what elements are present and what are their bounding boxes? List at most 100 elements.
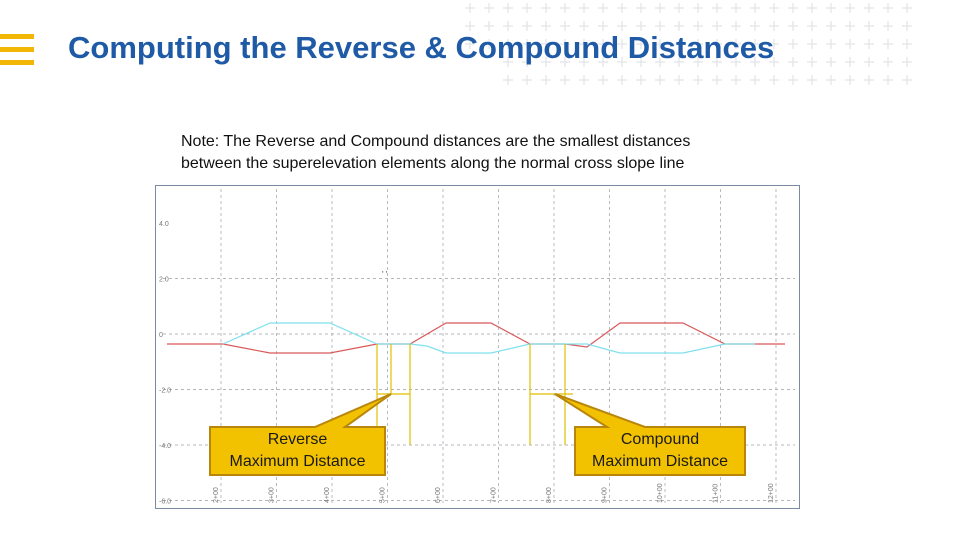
plus-mark [845, 57, 855, 67]
plus-mark [465, 39, 475, 49]
plus-mark [693, 75, 703, 85]
plus-mark [712, 75, 722, 85]
plus-mark [788, 39, 798, 49]
reverse-callout-label: Reverse Maximum Distance [210, 429, 385, 473]
plus-mark [902, 75, 912, 85]
plus-mark [579, 21, 589, 31]
plus-mark [465, 21, 475, 31]
plus-mark [560, 75, 570, 85]
plus-mark [826, 39, 836, 49]
plus-mark [522, 39, 532, 49]
plus-mark [883, 75, 893, 85]
plus-mark [807, 57, 817, 67]
plus-mark [617, 39, 627, 49]
plus-mark [617, 3, 627, 13]
plus-mark [655, 75, 665, 85]
plus-mark [503, 57, 513, 67]
plus-mark [883, 39, 893, 49]
plus-mark [864, 39, 874, 49]
plus-mark [807, 39, 817, 49]
menu-icon [0, 34, 34, 74]
plus-mark [598, 39, 608, 49]
plus-mark [674, 21, 684, 31]
plus-mark [465, 3, 475, 13]
plus-mark [712, 3, 722, 13]
x-tick-label: 11+00 [713, 484, 720, 503]
plus-mark [826, 21, 836, 31]
compound-callout-line-1: Compound [620, 431, 700, 448]
y-tick-label: -4.0 [159, 443, 171, 450]
plus-mark [826, 3, 836, 13]
plus-mark [826, 57, 836, 67]
x-tick-label: 3+00 [269, 487, 276, 503]
x-tick-label: 7+00 [491, 487, 498, 503]
plus-mark [674, 3, 684, 13]
plus-mark [788, 57, 798, 67]
plus-mark [712, 39, 722, 49]
plus-mark [579, 57, 589, 67]
note-text: Note: The Reverse and Compound distances… [181, 131, 821, 175]
plus-mark [560, 21, 570, 31]
x-tick-label: 5+00 [380, 487, 387, 503]
plus-mark [503, 21, 513, 31]
y-tick-label: 2.0 [159, 277, 169, 284]
plus-mark [655, 57, 665, 67]
plus-mark [617, 21, 627, 31]
plus-mark [902, 3, 912, 13]
plus-mark [788, 3, 798, 13]
plus-mark [560, 3, 570, 13]
plus-mark [807, 3, 817, 13]
reverse-callout-line-1: Reverse [267, 431, 328, 448]
plus-mark [598, 57, 608, 67]
plus-mark [522, 21, 532, 31]
plus-mark [883, 21, 893, 31]
plot-tick-mark: ' ' [382, 270, 388, 279]
plus-mark [845, 21, 855, 31]
plus-mark [788, 75, 798, 85]
plus-mark [655, 3, 665, 13]
plus-mark [655, 39, 665, 49]
plus-mark [522, 3, 532, 13]
plus-mark [541, 39, 551, 49]
plus-mark [636, 57, 646, 67]
plus-mark [598, 75, 608, 85]
plus-mark [902, 39, 912, 49]
plus-mark [636, 39, 646, 49]
distance-markers [376, 344, 573, 445]
reverse-callout-line-2: Maximum Distance [229, 453, 366, 470]
plus-mark [769, 3, 779, 13]
reverse-callout-box [209, 393, 392, 476]
plus-mark [712, 57, 722, 67]
plus-mark [484, 3, 494, 13]
plus-mark [712, 21, 722, 31]
plus-mark [541, 57, 551, 67]
plus-mark [845, 75, 855, 85]
plus-mark [750, 21, 760, 31]
superelevation-diagram: 4.0 2.0 0 -2.0 -4.0 -6.0 2+00 3+00 4+00 5+00 6+00… [155, 185, 800, 509]
y-tick-label: 4.0 [159, 221, 169, 228]
plus-mark [845, 3, 855, 13]
left-edge-profile [222, 322, 755, 354]
plus-mark [750, 75, 760, 85]
compound-callout-box [554, 393, 746, 476]
plus-mark [883, 3, 893, 13]
plus-mark [617, 57, 627, 67]
plus-mark [541, 75, 551, 85]
plus-mark [503, 3, 513, 13]
compound-callout-line-2: Maximum Distance [591, 453, 729, 470]
plus-mark [750, 3, 760, 13]
plus-mark [579, 3, 589, 13]
right-edge-profile [167, 322, 785, 354]
plus-mark [731, 39, 741, 49]
plus-mark [750, 57, 760, 67]
plus-mark [560, 57, 570, 67]
plus-mark [503, 39, 513, 49]
plus-mark [826, 75, 836, 85]
plus-mark [864, 21, 874, 31]
plus-mark [674, 39, 684, 49]
y-tick-label: -2.0 [159, 388, 171, 395]
y-tick-label: -6.0 [159, 499, 171, 506]
plus-mark [522, 57, 532, 67]
plus-mark [541, 3, 551, 13]
plus-mark [636, 75, 646, 85]
